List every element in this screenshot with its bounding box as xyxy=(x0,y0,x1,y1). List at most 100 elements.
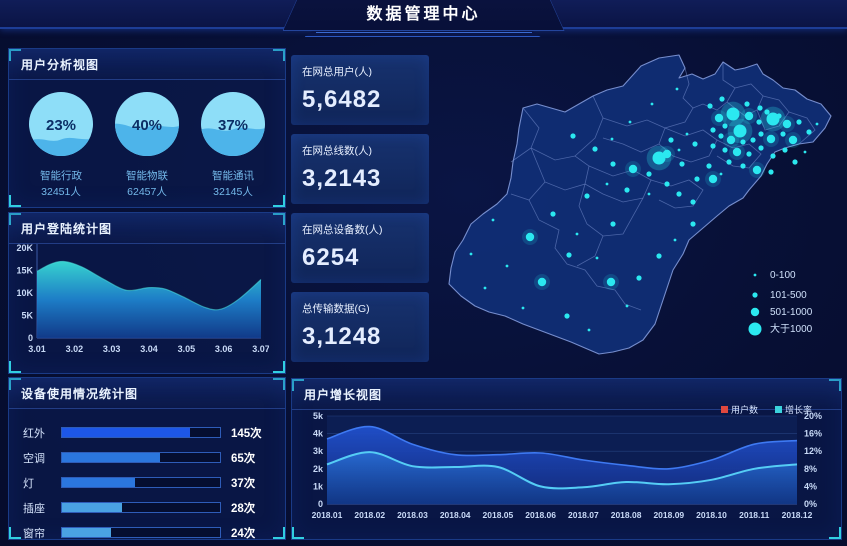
device-value: 145次 xyxy=(231,427,262,440)
map-dot xyxy=(656,253,662,259)
gauge-name: 智能通讯 xyxy=(212,170,254,182)
axis-label: 5K xyxy=(21,311,33,321)
device-value: 24次 xyxy=(231,527,256,540)
map-dot xyxy=(766,112,780,126)
map-dot xyxy=(676,191,682,197)
map-dot xyxy=(610,221,616,227)
map-dot xyxy=(757,105,763,111)
map-dot xyxy=(592,146,598,152)
map-dot xyxy=(752,165,762,175)
map-dot xyxy=(690,221,696,227)
map-dot xyxy=(584,193,590,199)
axis-label: 3.02 xyxy=(66,344,84,354)
rate-area xyxy=(327,452,797,504)
map-dot xyxy=(764,109,770,115)
map-dot xyxy=(768,169,774,175)
map-inner-border xyxy=(664,67,694,129)
axis-label: 2018.09 xyxy=(653,510,684,520)
bar-fill xyxy=(62,428,190,437)
panel-device-usage: 设备使用情况统计图 红外 145次 空调 65次灯 37次 插座 28次 窗帘 24次 xyxy=(8,377,286,540)
axis-label: 1k xyxy=(313,481,324,491)
map-dot xyxy=(652,151,666,165)
map-dot xyxy=(664,181,670,187)
device-label: 灯 xyxy=(23,477,34,490)
bar-fill xyxy=(62,503,123,512)
map-dot xyxy=(710,127,716,133)
map-dot xyxy=(722,123,728,129)
panel-user-analysis-title: 用户分析视图 xyxy=(9,49,285,80)
map-dot xyxy=(792,159,798,165)
map-dot xyxy=(692,141,698,147)
users-line xyxy=(326,425,798,470)
map-dot xyxy=(726,107,740,121)
device-label: 红外 xyxy=(23,427,45,440)
bar-track xyxy=(61,427,221,438)
axis-label: 增长率 xyxy=(785,404,812,415)
axis-label: 2018.02 xyxy=(354,510,385,520)
map-dot xyxy=(796,119,802,125)
panel-user-analysis: 用户分析视图 23% 智能行政 32451人 40% 智能物联 62457人 37% 智能通讯… xyxy=(8,48,286,208)
map-dot xyxy=(740,139,746,145)
stat-card: 在网总线数(人) 3,2143 xyxy=(291,134,429,204)
map-inner-border xyxy=(584,165,652,203)
map-dot xyxy=(575,232,579,236)
map-dot xyxy=(694,176,700,182)
axis-label: 3.04 xyxy=(140,344,158,354)
liquid-gauge: 23% 智能行政 32451人 xyxy=(25,90,97,199)
map-dot xyxy=(525,232,535,242)
device-value: 65次 xyxy=(231,452,256,465)
region-map: 0-100 101-500 501-1000 大于1000 xyxy=(448,54,832,355)
bar-fill xyxy=(62,478,135,487)
device-value: 37次 xyxy=(231,477,256,490)
gauge-circle: 37% xyxy=(201,92,265,156)
stat-card: 总传输数据(G) 3,1248 xyxy=(291,292,429,362)
map-dot xyxy=(650,102,654,106)
map-dot xyxy=(766,134,776,144)
axis-label: 大于1000 xyxy=(770,322,813,335)
login-area xyxy=(37,261,261,338)
login-area-chart: 0 5K 10K 15K 20K 3.01 3.02 3.03 3.04 3.05 3.06 3.07 xyxy=(16,243,269,354)
axis-label: 3.05 xyxy=(178,344,196,354)
map-dot xyxy=(675,87,679,91)
axis-label: 2k xyxy=(313,464,324,474)
gauge-count: 32451人 xyxy=(41,186,81,198)
map-inner-border xyxy=(716,139,762,169)
map-dot xyxy=(564,313,570,319)
gauge-count: 62457人 xyxy=(127,186,167,198)
bar-fill xyxy=(62,453,160,462)
panel-login-stats-title: 用户登陆统计图 xyxy=(9,213,285,244)
map-dot xyxy=(756,119,762,125)
header-title-bg: 数据管理中心 xyxy=(283,0,564,30)
map-dot xyxy=(706,163,712,169)
stat-value: 3,2143 xyxy=(302,165,382,192)
axis-label: 2018.12 xyxy=(782,510,813,520)
device-usage-list: 红外 145次 空调 65次灯 37次 插座 28次 窗帘 24次 xyxy=(9,409,285,542)
axis-label: 0 xyxy=(318,499,323,509)
axis-label: 0-100 xyxy=(770,270,796,281)
map-dot xyxy=(625,304,629,308)
axis-label: 20K xyxy=(16,243,33,253)
map-dot xyxy=(744,101,750,107)
map-dot xyxy=(646,171,652,177)
map-dot xyxy=(570,133,576,139)
device-row: 空调 65次 xyxy=(23,448,271,467)
map-dot xyxy=(815,122,819,126)
map-dot xyxy=(744,111,754,121)
axis-label: 2018.10 xyxy=(696,510,727,520)
gauge-circle: 40% xyxy=(115,92,179,156)
map-dot xyxy=(606,277,616,287)
map-dot xyxy=(550,211,556,217)
map-dot xyxy=(647,192,651,196)
gauge-circle: 23% xyxy=(29,92,93,156)
axis-label: 2018.07 xyxy=(568,510,599,520)
panel-device-usage-title: 设备使用情况统计图 xyxy=(9,378,285,409)
map-inner-border xyxy=(510,107,540,163)
axis-label: 3.03 xyxy=(103,344,121,354)
device-value: 28次 xyxy=(231,502,256,515)
stat-label: 总传输数据(G) xyxy=(302,303,370,315)
legend-swatch xyxy=(775,406,782,413)
stat-label: 在网总设备数(人) xyxy=(302,224,383,236)
axis-label: 0 xyxy=(28,333,33,343)
map-dot xyxy=(673,238,677,242)
map-legend-dot xyxy=(748,322,762,336)
